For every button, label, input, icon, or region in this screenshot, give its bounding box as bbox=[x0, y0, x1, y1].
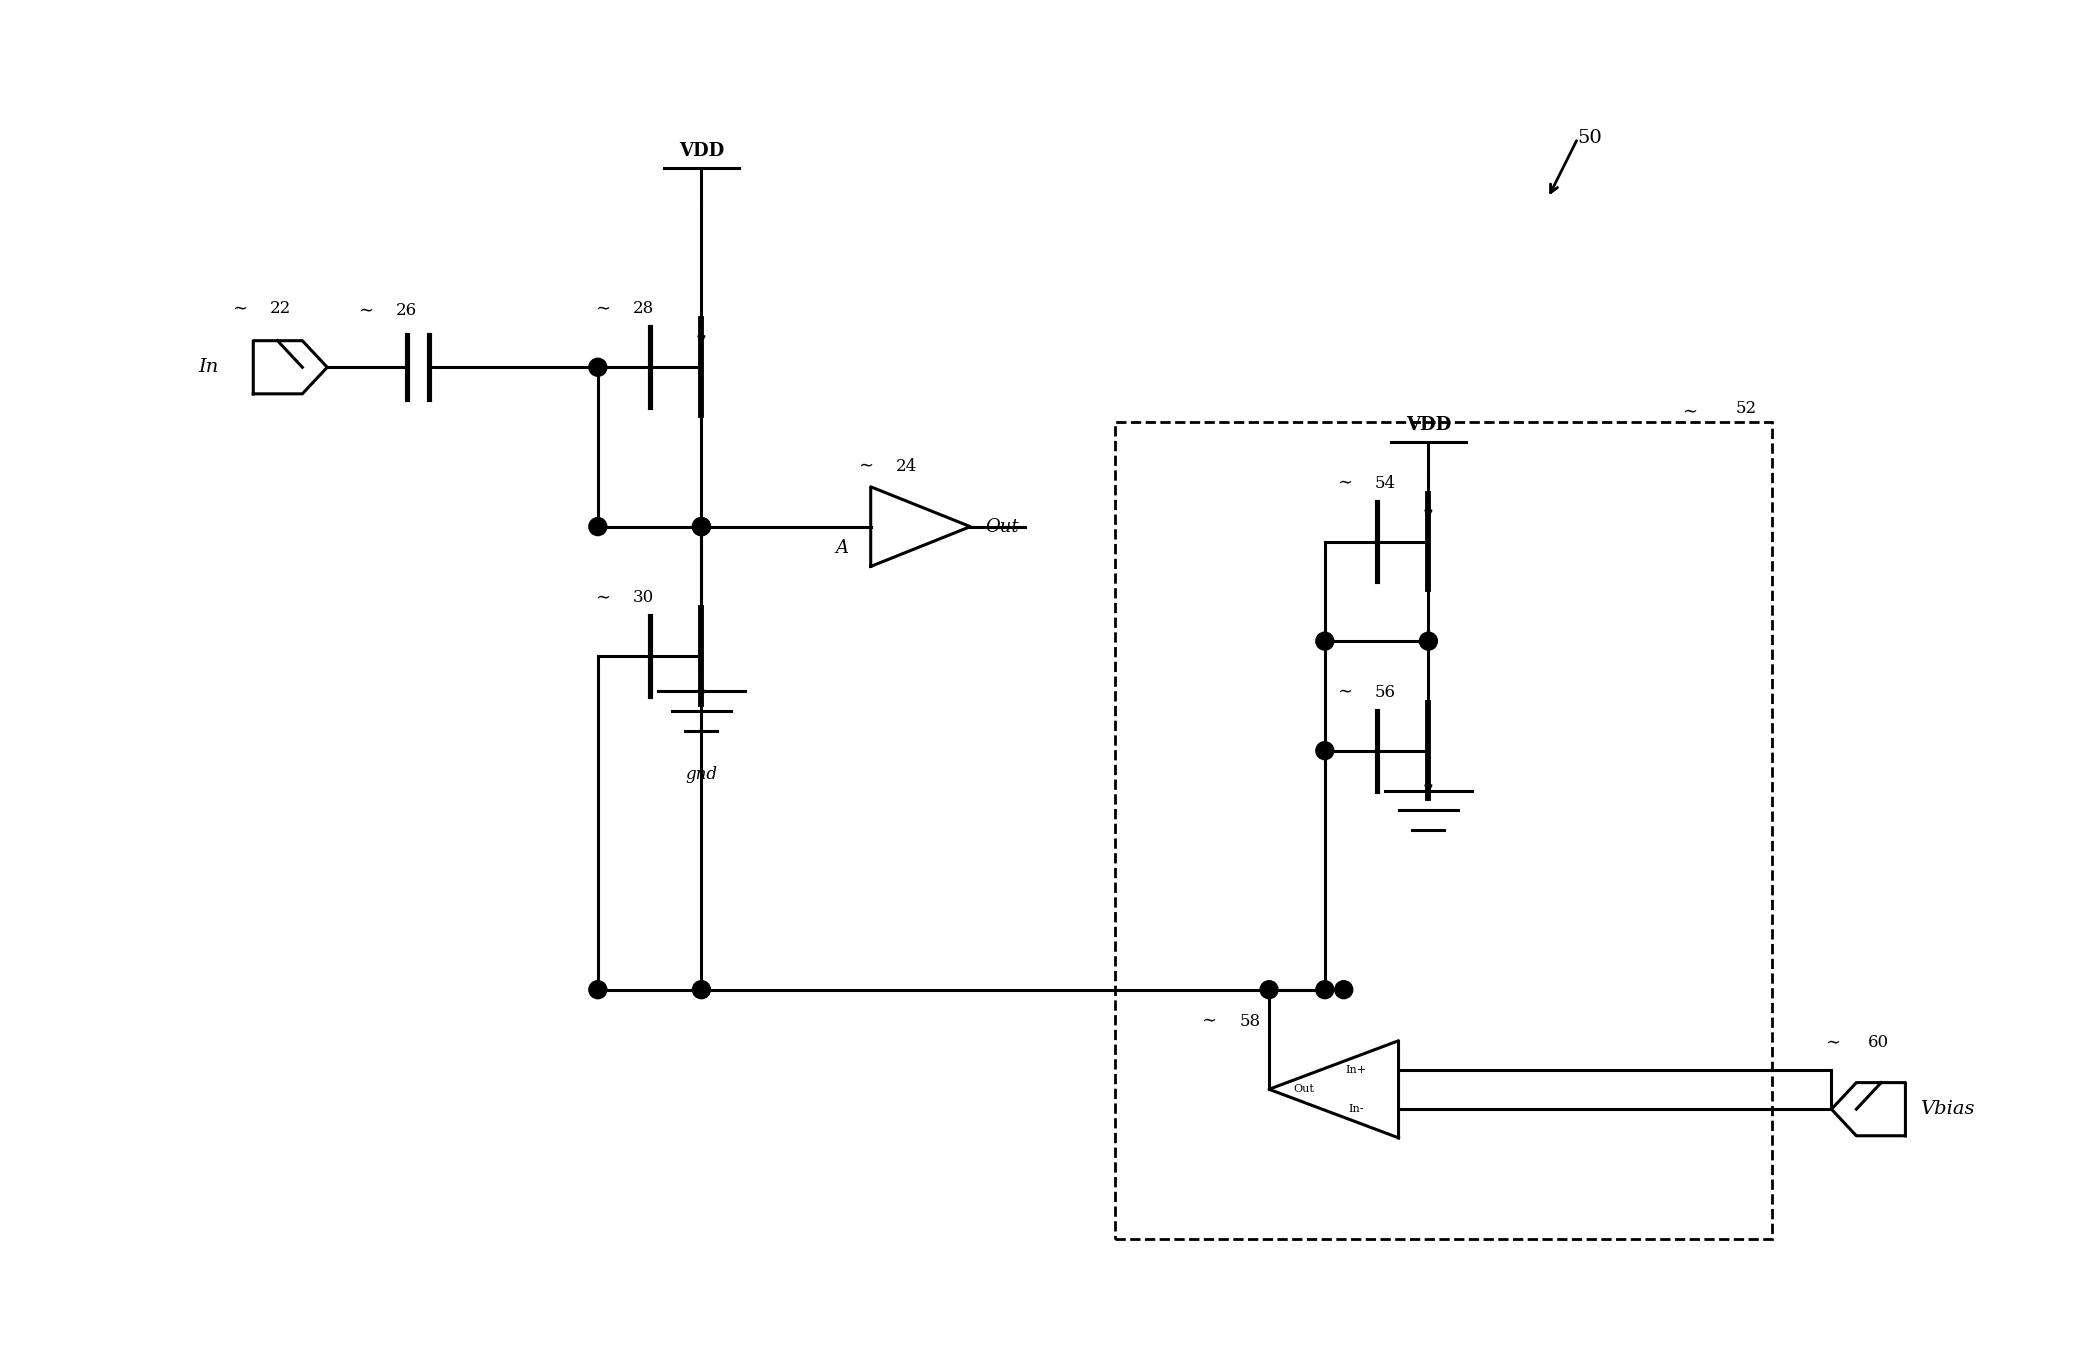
Circle shape bbox=[588, 518, 607, 536]
Circle shape bbox=[1335, 981, 1352, 999]
Text: In: In bbox=[198, 358, 219, 377]
Circle shape bbox=[1316, 633, 1333, 650]
Text: Out: Out bbox=[1293, 1085, 1314, 1094]
Circle shape bbox=[1316, 742, 1333, 759]
Circle shape bbox=[1418, 633, 1437, 650]
Circle shape bbox=[693, 518, 711, 536]
Text: 30: 30 bbox=[632, 590, 653, 606]
Text: 50: 50 bbox=[1577, 129, 1602, 147]
Circle shape bbox=[693, 518, 711, 536]
Text: 22: 22 bbox=[271, 300, 292, 318]
Text: 24: 24 bbox=[895, 458, 918, 475]
Text: ∼: ∼ bbox=[1202, 1012, 1216, 1030]
Text: 52: 52 bbox=[1736, 400, 1756, 417]
Text: Vbias: Vbias bbox=[1921, 1100, 1975, 1119]
Text: 60: 60 bbox=[1867, 1035, 1888, 1051]
Text: 56: 56 bbox=[1375, 684, 1396, 701]
Text: 26: 26 bbox=[396, 303, 417, 319]
Text: ∼: ∼ bbox=[1337, 474, 1352, 491]
Text: Out: Out bbox=[985, 518, 1018, 536]
Text: ∼: ∼ bbox=[232, 299, 248, 318]
Text: ∼: ∼ bbox=[857, 456, 872, 475]
Circle shape bbox=[1316, 981, 1333, 999]
Text: ∼: ∼ bbox=[595, 588, 609, 606]
Text: 28: 28 bbox=[632, 300, 653, 318]
Circle shape bbox=[588, 981, 607, 999]
Text: 58: 58 bbox=[1239, 1012, 1260, 1030]
Text: 54: 54 bbox=[1375, 475, 1396, 491]
Text: ∼: ∼ bbox=[595, 299, 609, 318]
Text: ∼: ∼ bbox=[1337, 682, 1352, 701]
Text: A: A bbox=[836, 538, 849, 556]
Circle shape bbox=[1260, 981, 1279, 999]
Text: VDD: VDD bbox=[1406, 416, 1452, 433]
Text: gnd: gnd bbox=[686, 766, 718, 782]
Circle shape bbox=[693, 981, 711, 999]
Text: VDD: VDD bbox=[678, 143, 724, 160]
Text: ∼: ∼ bbox=[1825, 1034, 1840, 1051]
Text: ∼: ∼ bbox=[359, 302, 373, 319]
Text: In+: In+ bbox=[1345, 1065, 1366, 1075]
Text: In-: In- bbox=[1350, 1104, 1364, 1113]
Text: ∼: ∼ bbox=[1681, 402, 1698, 420]
Circle shape bbox=[588, 358, 607, 377]
